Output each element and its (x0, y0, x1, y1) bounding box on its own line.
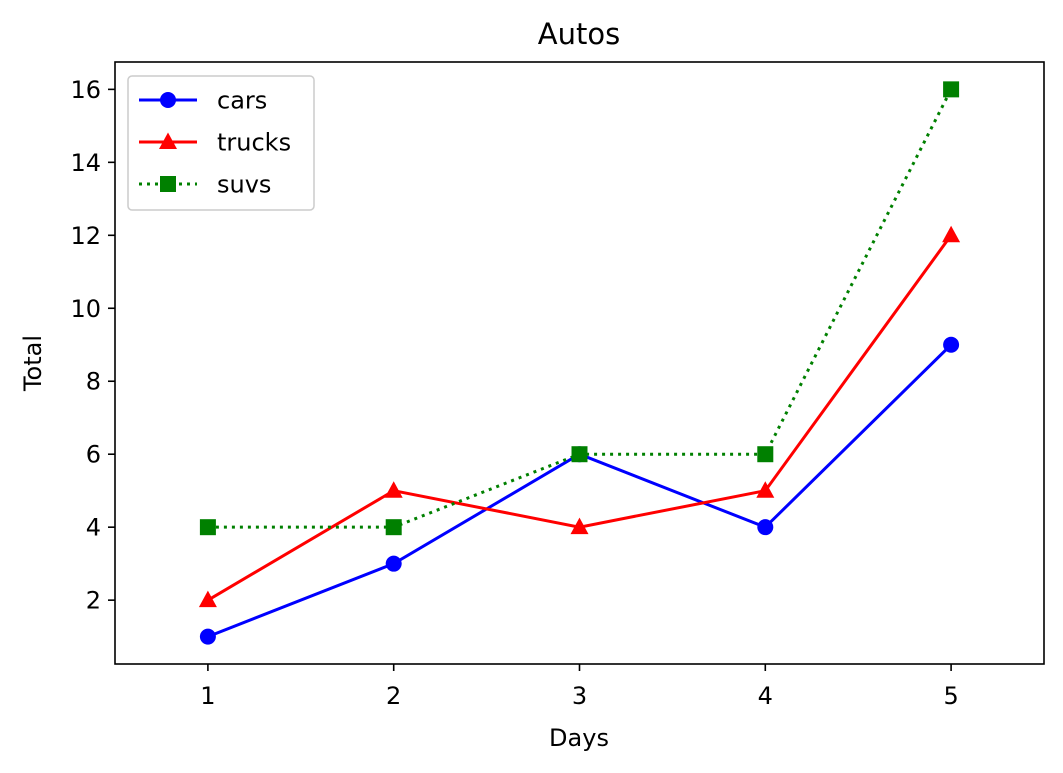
y-tick-label: 6 (86, 441, 101, 469)
data-point-suvs (385, 519, 402, 536)
y-tick-label: 4 (86, 514, 101, 542)
y-axis-label: Total (19, 335, 47, 392)
x-tick-label: 5 (943, 682, 958, 710)
legend-label: cars (217, 87, 267, 115)
data-point-trucks (384, 481, 403, 498)
legend-item-cars: cars (139, 87, 267, 115)
legend-marker (160, 176, 176, 192)
data-point-trucks (198, 590, 217, 608)
x-axis: 1 2 3 4 5 (200, 664, 959, 710)
data-point-trucks (756, 481, 775, 498)
y-tick-label: 2 (86, 587, 101, 615)
legend: cars trucks suvs (127, 75, 315, 211)
legend-label: suvs (217, 171, 271, 199)
data-point-trucks (570, 517, 589, 535)
data-point-suvs (571, 446, 588, 463)
x-tick-label: 2 (386, 682, 401, 710)
y-tick-label: 8 (86, 368, 101, 396)
legend-marker (160, 92, 176, 108)
y-tick-label: 10 (70, 295, 101, 323)
data-point-cars (943, 336, 960, 353)
x-axis-label: Days (549, 724, 609, 752)
data-point-cars (199, 628, 216, 645)
chart-title: Autos (538, 17, 620, 51)
y-axis: 2 4 6 8 10 12 14 16 (70, 76, 115, 615)
series-group (198, 81, 961, 645)
y-tick-label: 14 (70, 149, 101, 177)
x-tick-label: 3 (572, 682, 587, 710)
data-point-suvs (757, 446, 774, 463)
x-tick-label: 1 (200, 682, 215, 710)
legend-marker (159, 132, 177, 149)
legend-label: trucks (217, 129, 291, 157)
data-point-suvs (943, 81, 960, 98)
y-tick-label: 16 (70, 76, 101, 104)
legend-item-trucks: trucks (139, 129, 291, 157)
data-point-cars (757, 519, 774, 536)
y-tick-label: 12 (70, 222, 101, 250)
data-point-trucks (942, 225, 961, 243)
series-suvs (199, 81, 960, 536)
data-point-suvs (199, 519, 216, 536)
legend-item-suvs: suvs (139, 171, 271, 199)
series-trucks (198, 225, 961, 608)
data-point-cars (385, 555, 402, 572)
x-tick-label: 4 (758, 682, 773, 710)
